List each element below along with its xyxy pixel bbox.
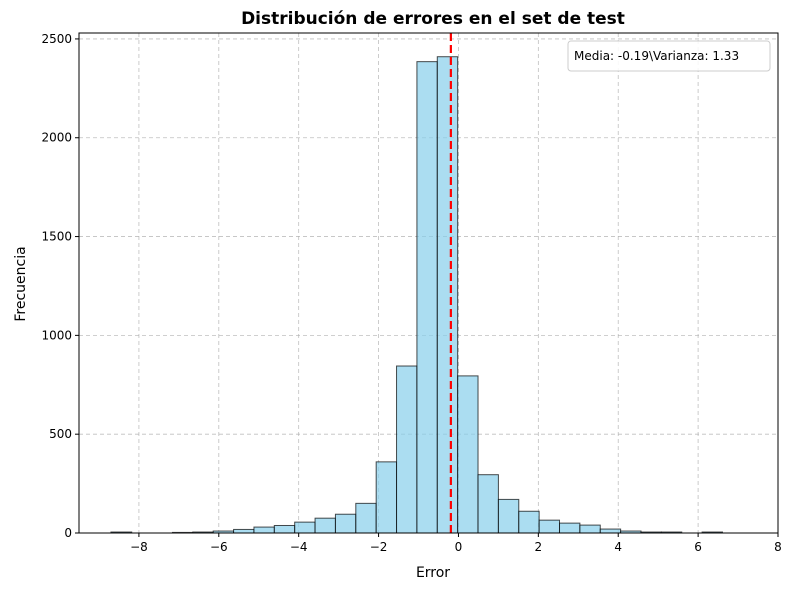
x-tick-label: 8 bbox=[774, 540, 782, 554]
y-tick-label: 1000 bbox=[41, 328, 72, 342]
x-tick-label: 2 bbox=[535, 540, 543, 554]
plot-frame bbox=[78, 32, 779, 534]
histogram-bar bbox=[538, 519, 561, 534]
histogram-bar bbox=[436, 56, 459, 534]
histogram-bar bbox=[579, 524, 601, 534]
y-tick-label: 500 bbox=[49, 427, 72, 441]
y-axis-label: Frecuencia bbox=[13, 246, 29, 321]
histogram-bar bbox=[396, 365, 418, 534]
histogram-bar bbox=[294, 521, 316, 534]
y-tick-label: 2000 bbox=[41, 131, 72, 145]
x-tick-label: −4 bbox=[290, 540, 308, 554]
histogram-bar bbox=[233, 528, 255, 534]
x-tick-label: −6 bbox=[210, 540, 228, 554]
histogram-bar bbox=[518, 510, 540, 534]
histogram-bar bbox=[273, 524, 296, 534]
y-axis-ticks: 0 500 1000 1500 2000 2500 bbox=[41, 32, 79, 540]
bars bbox=[110, 56, 723, 534]
histogram-bar bbox=[416, 61, 438, 534]
x-tick-label: −2 bbox=[370, 540, 388, 554]
y-tick-label: 2500 bbox=[41, 32, 72, 46]
y-tick-label: 0 bbox=[64, 526, 72, 540]
histogram-bar bbox=[314, 517, 336, 534]
histogram-bar bbox=[477, 474, 499, 534]
x-tick-label: 0 bbox=[455, 540, 463, 554]
legend-box bbox=[567, 40, 771, 72]
histogram-bar bbox=[457, 375, 479, 534]
histogram-bar bbox=[355, 502, 377, 534]
histogram-bar bbox=[497, 498, 520, 534]
x-axis-label: Error bbox=[416, 565, 450, 581]
legend: Media: -0.19\Varianza: 1.33 bbox=[567, 40, 771, 72]
legend-text: Media: -0.19\Varianza: 1.33 bbox=[574, 49, 739, 63]
histogram-bar bbox=[375, 461, 398, 534]
chart-title: Distribución de errores en el set de tes… bbox=[241, 9, 625, 29]
x-axis-ticks: −8 −6 −4 −2 0 2 4 6 8 bbox=[130, 533, 782, 554]
histogram-bar bbox=[334, 513, 357, 534]
histogram-bar bbox=[599, 528, 622, 534]
x-tick-label: 6 bbox=[694, 540, 702, 554]
histogram-bar bbox=[559, 522, 581, 534]
x-tick-label: 4 bbox=[614, 540, 622, 554]
y-tick-label: 1500 bbox=[41, 230, 72, 244]
x-tick-label: −8 bbox=[130, 540, 148, 554]
histogram-bar bbox=[253, 526, 275, 534]
